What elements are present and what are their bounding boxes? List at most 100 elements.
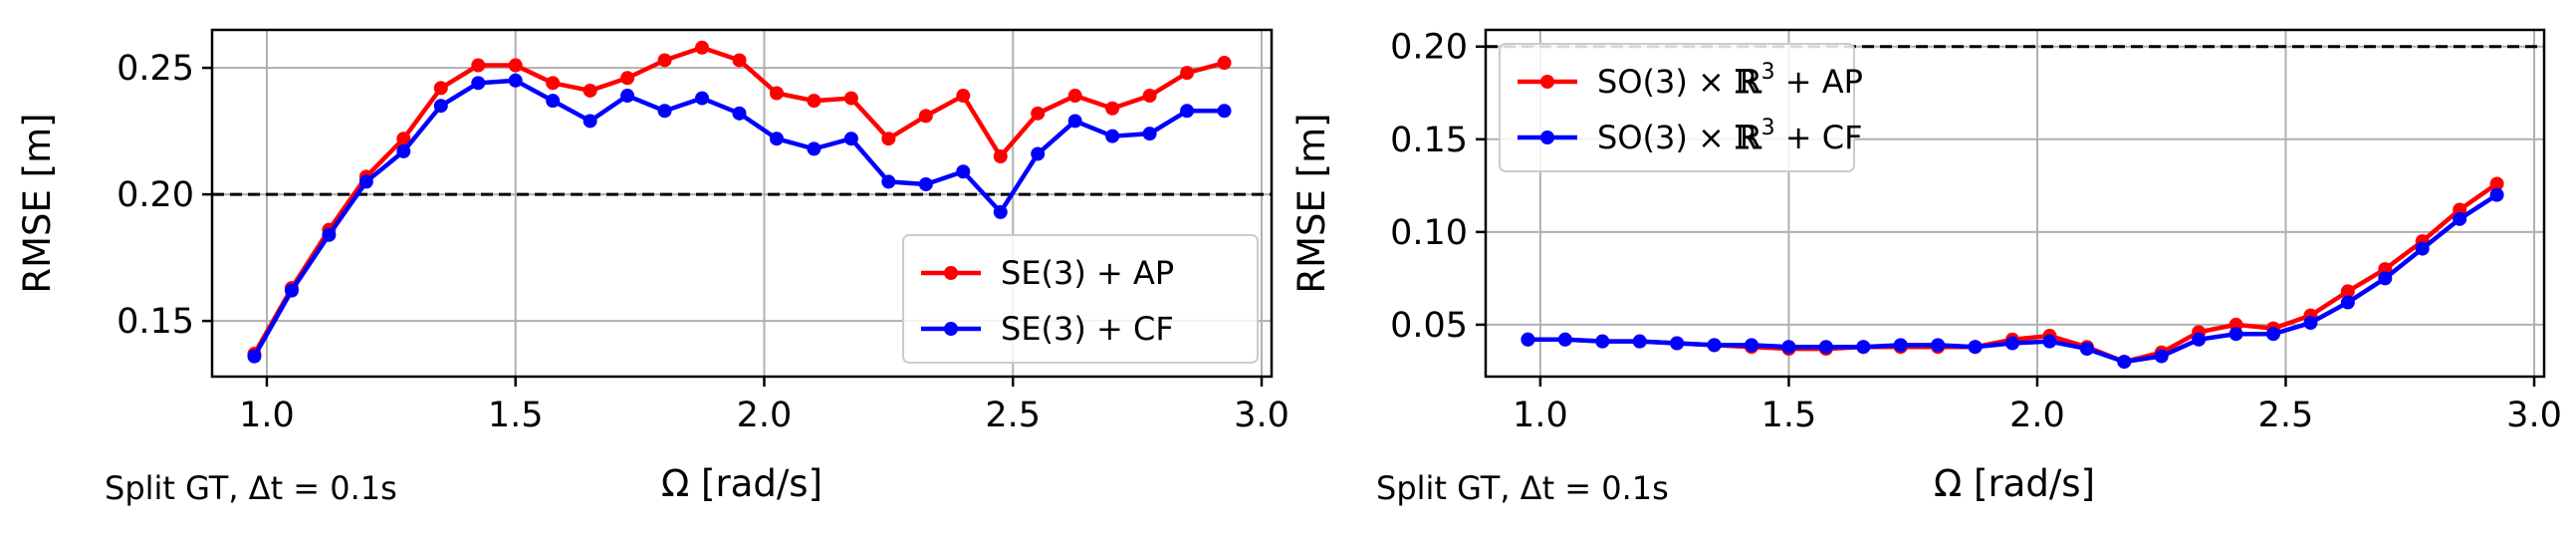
series-1-point (433, 99, 448, 114)
series-1-point (1031, 146, 1046, 161)
series-1-point (2266, 327, 2281, 342)
right-chart-frame (1484, 28, 2546, 379)
right-chart-ticks: 1.0 1.5 2.0 2.5 3.0 0.05 0.10 0.15 0.20 (1390, 28, 2562, 435)
series-0-point (2489, 176, 2504, 191)
right-chart-xlabel: Ω [rad/s] (1934, 462, 2095, 505)
series-0-point (471, 58, 486, 73)
series-1-point (2303, 316, 2318, 331)
y-tick-label: 0.25 (117, 49, 194, 89)
series-1-point (1180, 104, 1195, 119)
series-1-point (881, 174, 896, 189)
series-1-point (583, 114, 597, 129)
series-1-point (2489, 187, 2504, 202)
series-0-point (1217, 56, 1232, 71)
series-1-point (1557, 332, 1572, 347)
series-1-point (769, 132, 784, 146)
x-tick-label: 2.0 (2009, 396, 2065, 435)
series-1-point (2228, 327, 2243, 342)
series-1-point (2453, 211, 2467, 226)
legend-box (902, 234, 1259, 364)
legend-marker-1 (944, 322, 958, 336)
series-1-point (1105, 129, 1120, 143)
series-0-point (508, 58, 523, 73)
x-tick-label: 1.0 (239, 396, 295, 435)
series-1-point (993, 204, 1008, 219)
series-1-point (843, 132, 858, 146)
y-tick-label: 0.10 (1390, 213, 1468, 253)
legend-marker-1 (1540, 131, 1554, 144)
legend-label-1: SE(3) + CF (1001, 310, 1174, 348)
series-0-point (1031, 106, 1046, 121)
series-0-point (657, 53, 672, 68)
x-tick-label: 2.5 (2258, 396, 2314, 435)
series-1-point (1142, 127, 1157, 141)
series-1-point (1521, 332, 1535, 347)
series-1-point (1781, 340, 1796, 355)
legend-label-1: SO(3) × ℝ3 + CF (1597, 116, 1862, 156)
y-tick-label: 0.05 (1390, 306, 1468, 346)
series-1-point (247, 349, 262, 364)
right-chart-note: Split GT, Δt = 0.1s (1376, 469, 1669, 507)
series-1-point (695, 91, 710, 106)
series-0-point (1142, 89, 1157, 104)
series-1-point (807, 141, 821, 156)
right-chart-legend: SO(3) × ℝ3 + AP SO(3) × ℝ3 + CF (1499, 43, 1863, 172)
series-0-point (1180, 66, 1195, 81)
left-chart-note: Split GT, Δt = 0.1s (105, 469, 397, 507)
series-1-point (396, 143, 411, 158)
x-tick-label: 3.0 (1234, 396, 1289, 435)
x-tick-label: 1.5 (488, 396, 544, 435)
x-tick-label: 1.0 (1513, 396, 1568, 435)
series-0-point (433, 81, 448, 96)
series-1-point (284, 283, 299, 298)
legend-marker-0 (1540, 75, 1554, 89)
left-chart-xlabel: Ω [rad/s] (661, 462, 822, 505)
y-tick-label: 0.15 (1390, 121, 1468, 160)
series-0-point (1067, 89, 1082, 104)
series-1-point (1217, 104, 1232, 119)
series-1-point (2042, 334, 2057, 349)
series-0-point (583, 83, 597, 98)
series-0-point (695, 40, 710, 55)
series-1-point (2117, 355, 2132, 370)
left-chart-legend: SE(3) + AP SE(3) + CF (902, 234, 1259, 364)
series-0-point (769, 86, 784, 101)
series-0-point (732, 53, 747, 68)
series-1-point (1893, 338, 1908, 353)
series-1-point (1856, 340, 1871, 355)
series-1-point (322, 227, 337, 242)
series-1-point (1670, 336, 1685, 351)
series-0-point (993, 149, 1008, 164)
series-1-point (956, 164, 971, 179)
x-tick-label: 2.5 (985, 396, 1041, 435)
x-tick-label: 3.0 (2506, 396, 2562, 435)
series-0-point (807, 94, 821, 109)
series-1-point (1595, 334, 1610, 349)
series-0-point (620, 71, 635, 86)
series-1-point (657, 104, 672, 119)
series-0-point (1105, 101, 1120, 116)
y-tick-label: 0.15 (117, 302, 194, 342)
series-1-point (358, 174, 373, 189)
legend-label-0: SO(3) × ℝ3 + AP (1597, 60, 1863, 101)
legend-label-0: SE(3) + AP (1001, 254, 1174, 292)
series-0-point (396, 132, 411, 146)
x-tick-label: 2.0 (737, 396, 793, 435)
series-1-point (620, 89, 635, 104)
series-0-point (956, 89, 971, 104)
series-1-point (732, 106, 747, 121)
series-1-point (1632, 334, 1647, 349)
series-0-point (2340, 284, 2355, 299)
series-0-point (843, 91, 858, 106)
x-tick-label: 1.5 (1761, 396, 1817, 435)
left-chart-ylabel: RMSE [m] (16, 113, 59, 293)
left-chart-ticks: 1.0 1.5 2.0 2.5 3.0 0.15 0.20 0.25 (117, 49, 1289, 435)
series-1-point (2192, 332, 2207, 347)
series-1-point (2415, 241, 2430, 256)
right-chart: 1.0 1.5 2.0 2.5 3.0 0.05 0.10 0.15 0.20 RMSE [m]… (1290, 28, 2562, 507)
legend-box (1499, 43, 1855, 172)
left-chart: 1.0 1.5 2.0 2.5 3.0 0.15 0.20 0.25 RMSE [m] Ω [… (16, 28, 1289, 507)
series-0-point (881, 132, 896, 146)
y-tick-label: 0.20 (117, 175, 194, 215)
